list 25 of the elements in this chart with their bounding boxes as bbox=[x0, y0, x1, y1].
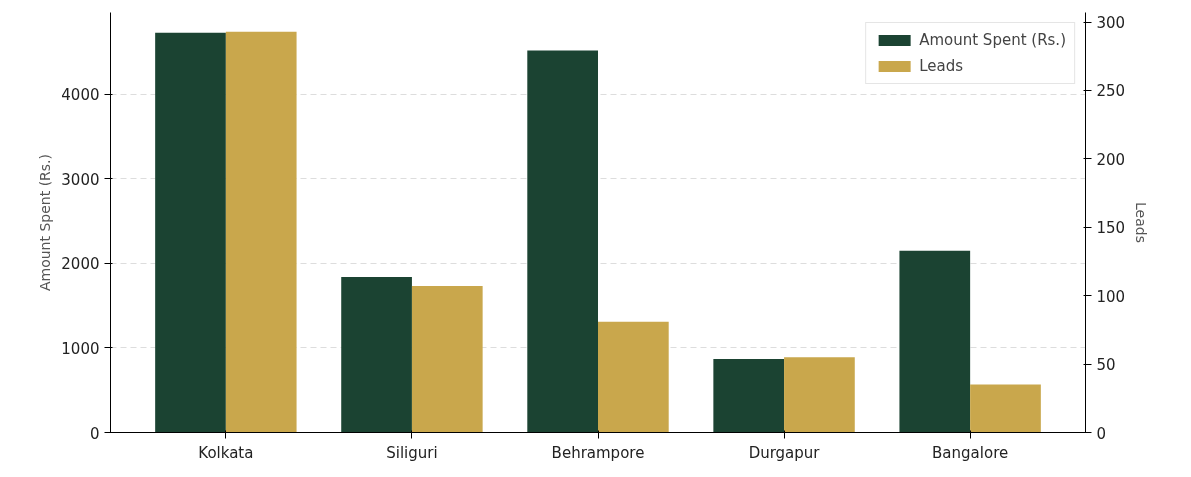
y2-tick-label: 0 bbox=[1096, 424, 1107, 443]
bar bbox=[527, 50, 598, 433]
y-tick-label: 0 bbox=[89, 424, 100, 443]
legend-label: Leads bbox=[919, 57, 963, 75]
bar bbox=[899, 250, 971, 433]
y-tick-label: 4000 bbox=[61, 86, 100, 105]
y2-tick-label: 200 bbox=[1096, 150, 1126, 169]
y2-tick-label: 100 bbox=[1096, 287, 1126, 306]
x-tick-label: Durgapur bbox=[748, 443, 821, 462]
x-tick-label: Behrampore bbox=[551, 443, 645, 462]
x-tick-label: Siliguri bbox=[386, 443, 438, 462]
y2-tick-label: 150 bbox=[1096, 219, 1126, 238]
bar bbox=[598, 321, 669, 433]
y2-tick-label: 250 bbox=[1096, 82, 1126, 101]
y-tick-label: 2000 bbox=[61, 255, 100, 274]
x-tick-label: Bangalore bbox=[932, 443, 1009, 462]
y2-tick-label: 300 bbox=[1096, 14, 1126, 33]
y2-axis-title: Leads bbox=[1133, 202, 1150, 243]
x-tick-label: Kolkata bbox=[198, 443, 254, 462]
y-tick-label: 1000 bbox=[61, 339, 100, 358]
bar bbox=[970, 384, 1041, 433]
y2-tick-label: 50 bbox=[1096, 356, 1116, 375]
y-axis-title: Amount Spent (Rs.) bbox=[37, 153, 54, 292]
legend-label: Amount Spent (Rs.) bbox=[919, 31, 1066, 49]
y-tick-label: 3000 bbox=[61, 170, 100, 189]
